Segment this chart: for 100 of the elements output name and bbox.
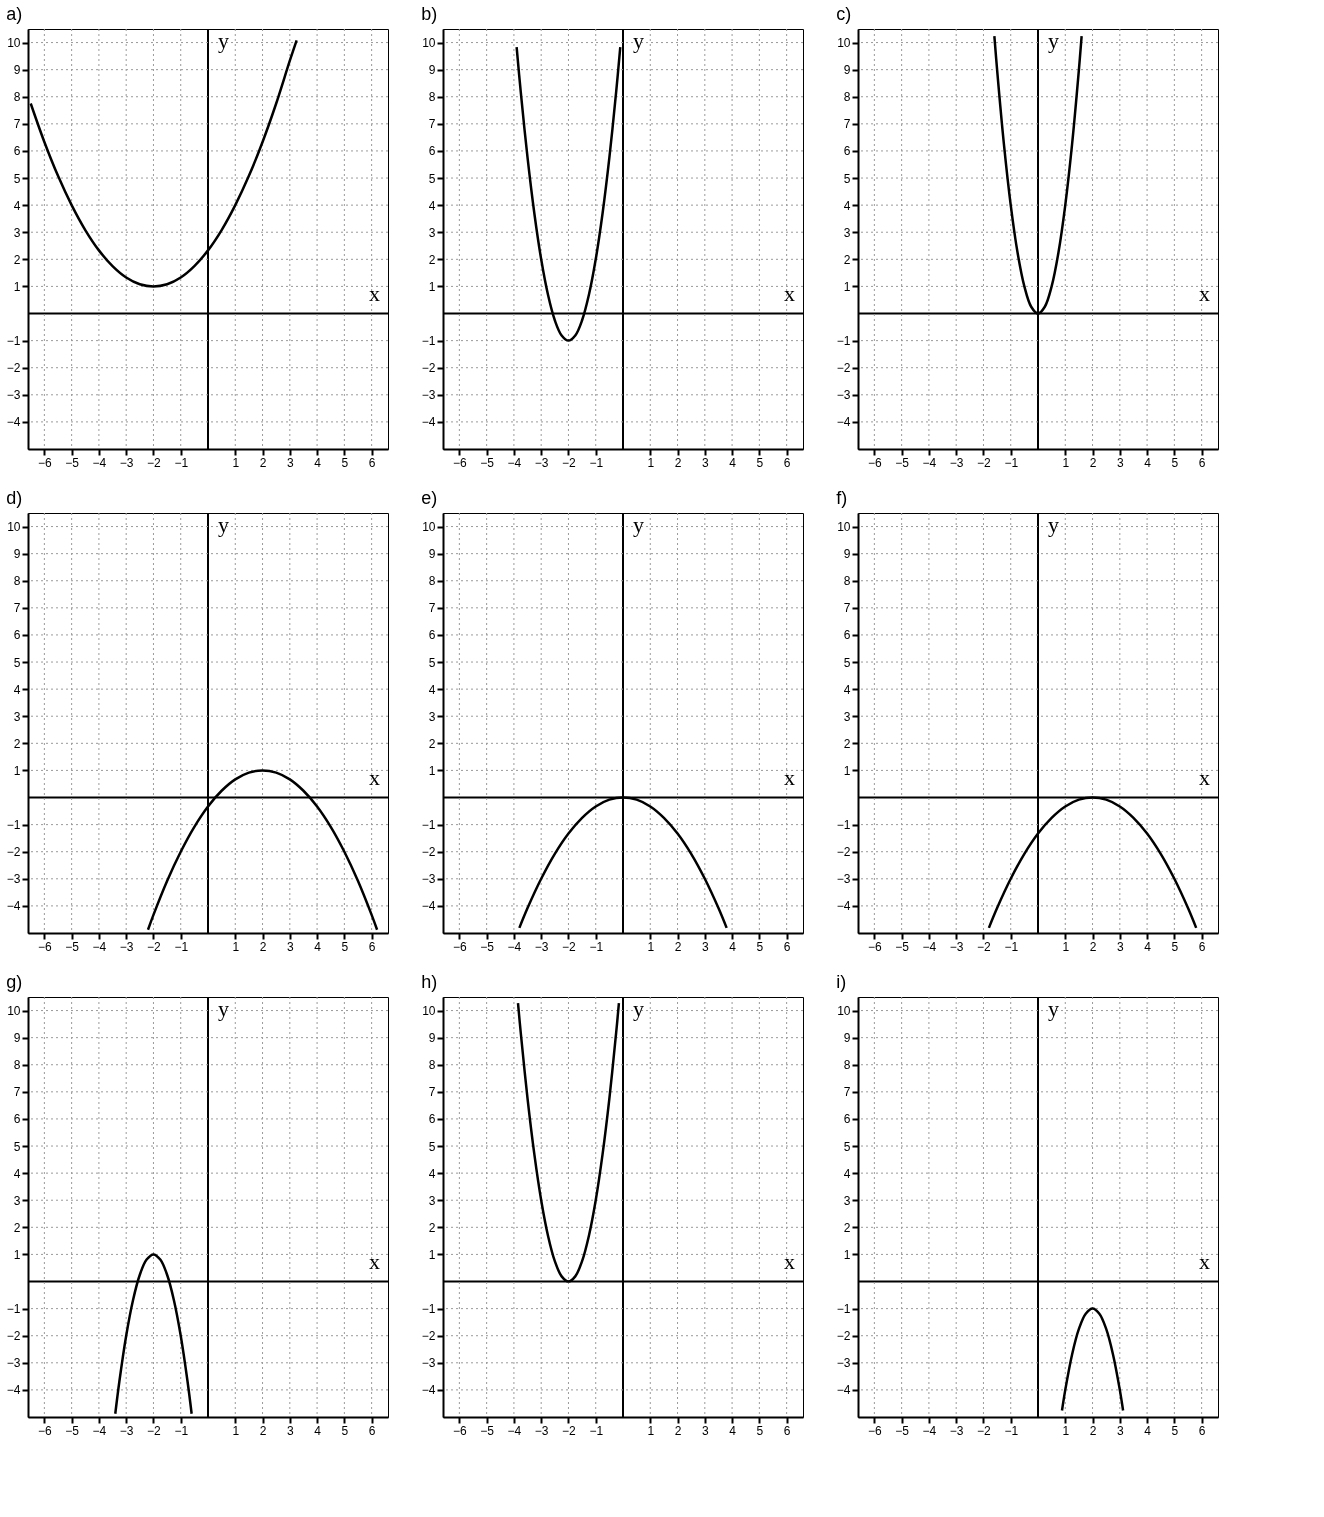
- x-tick-label: 3: [286, 1423, 294, 1438]
- y-tick-label: 8: [843, 1058, 851, 1073]
- x-tick-label: −4: [922, 939, 937, 954]
- x-axis-title: x: [369, 280, 380, 306]
- x-tick-label: 5: [756, 939, 764, 954]
- y-tick-label: 4: [428, 1166, 436, 1181]
- x-tick-label: 1: [1062, 455, 1070, 470]
- x-axis-title: x: [369, 764, 380, 790]
- x-tick-label: 2: [674, 1423, 682, 1438]
- chart-title: f): [836, 488, 848, 508]
- x-tick-label: 5: [341, 939, 349, 954]
- y-tick-label: 7: [13, 117, 21, 132]
- y-tick-label: −4: [6, 899, 21, 914]
- y-axis-title: y: [1048, 996, 1059, 1021]
- x-tick-label: 3: [1116, 455, 1124, 470]
- x-axis-title: x: [369, 1248, 380, 1274]
- x-tick-label: 5: [1171, 939, 1179, 954]
- y-tick-label: −1: [836, 334, 851, 349]
- x-tick-label: −2: [977, 939, 992, 954]
- chart-title: c): [836, 4, 852, 24]
- x-tick-label: −1: [589, 939, 604, 954]
- y-tick-label: 5: [843, 1139, 851, 1154]
- y-tick-label: 9: [428, 547, 436, 562]
- x-tick-label: −5: [895, 939, 910, 954]
- y-tick-label: 7: [13, 1085, 21, 1100]
- y-tick-label: −2: [6, 361, 21, 376]
- y-tick-label: −3: [6, 388, 21, 403]
- x-tick-label: 3: [701, 939, 709, 954]
- x-tick-label: −6: [868, 1423, 883, 1438]
- chart-title: e): [421, 488, 438, 508]
- x-axis-title: x: [784, 1248, 795, 1274]
- y-tick-label: 4: [13, 1166, 21, 1181]
- y-tick-label: 3: [843, 225, 851, 240]
- y-tick-label: −2: [421, 1329, 436, 1344]
- y-tick-label: 4: [13, 198, 21, 213]
- y-tick-label: 10: [837, 1004, 851, 1019]
- x-tick-label: −3: [119, 455, 134, 470]
- y-tick-label: −4: [421, 899, 436, 914]
- y-tick-label: 9: [13, 63, 21, 78]
- y-tick-label: 10: [7, 520, 21, 535]
- x-axis-title: x: [1199, 764, 1210, 790]
- chart-title: i): [836, 972, 847, 992]
- y-tick-label: 9: [13, 1031, 21, 1046]
- x-tick-label: 6: [368, 1423, 376, 1438]
- x-tick-label: 1: [232, 939, 240, 954]
- x-tick-label: 3: [286, 455, 294, 470]
- y-tick-label: −3: [421, 388, 436, 403]
- x-tick-label: −4: [92, 455, 107, 470]
- y-tick-label: 5: [13, 1139, 21, 1154]
- x-axis-title: x: [1199, 280, 1210, 306]
- y-tick-label: 7: [428, 601, 436, 616]
- y-tick-label: 3: [13, 225, 21, 240]
- y-tick-label: 7: [13, 601, 21, 616]
- x-tick-label: −6: [38, 455, 53, 470]
- x-tick-label: 3: [701, 455, 709, 470]
- y-tick-label: 10: [422, 1004, 436, 1019]
- x-tick-label: 4: [729, 939, 737, 954]
- y-tick-label: 3: [843, 1193, 851, 1208]
- x-tick-label: −5: [895, 455, 910, 470]
- y-tick-label: 2: [428, 252, 436, 267]
- x-tick-label: −5: [895, 1423, 910, 1438]
- x-tick-label: 6: [368, 455, 376, 470]
- x-tick-label: −5: [65, 939, 80, 954]
- x-tick-label: 1: [1062, 1423, 1070, 1438]
- y-tick-label: 1: [428, 279, 436, 294]
- y-tick-label: 9: [428, 1031, 436, 1046]
- y-tick-label: 3: [428, 225, 436, 240]
- x-tick-label: −3: [119, 939, 134, 954]
- x-tick-label: 6: [783, 939, 791, 954]
- y-tick-label: −4: [421, 415, 436, 430]
- y-tick-label: 10: [837, 36, 851, 51]
- y-tick-label: −1: [421, 334, 436, 349]
- y-tick-label: 9: [843, 63, 851, 78]
- x-tick-label: 1: [647, 939, 655, 954]
- y-tick-label: −4: [421, 1383, 436, 1398]
- x-tick-label: −4: [507, 455, 522, 470]
- y-tick-label: 9: [843, 547, 851, 562]
- y-tick-label: 8: [428, 574, 436, 589]
- x-tick-label: 1: [232, 1423, 240, 1438]
- y-tick-label: −4: [836, 899, 851, 914]
- x-tick-label: −1: [1004, 455, 1019, 470]
- y-tick-label: −3: [6, 872, 21, 887]
- x-tick-label: 1: [647, 455, 655, 470]
- x-tick-label: −1: [174, 455, 189, 470]
- y-axis-title: y: [1048, 512, 1059, 537]
- y-tick-label: 5: [843, 655, 851, 670]
- x-tick-label: −2: [977, 455, 992, 470]
- y-tick-label: −3: [836, 1356, 851, 1371]
- y-tick-label: 5: [843, 171, 851, 186]
- y-tick-label: 8: [843, 574, 851, 589]
- y-tick-label: 2: [13, 736, 21, 751]
- x-tick-label: −2: [562, 939, 577, 954]
- y-axis-title: y: [218, 28, 229, 53]
- x-tick-label: 4: [1144, 939, 1152, 954]
- x-tick-label: −1: [174, 1423, 189, 1438]
- y-tick-label: 8: [428, 1058, 436, 1073]
- x-tick-label: 4: [314, 939, 322, 954]
- x-tick-label: 1: [232, 455, 240, 470]
- x-tick-label: −6: [868, 939, 883, 954]
- y-tick-label: 10: [7, 1004, 21, 1019]
